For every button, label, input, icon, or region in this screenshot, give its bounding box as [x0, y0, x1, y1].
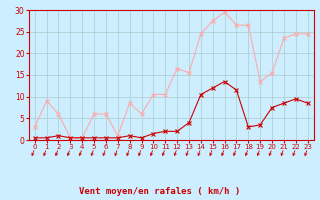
Text: Vent moyen/en rafales ( km/h ): Vent moyen/en rafales ( km/h ) [79, 187, 241, 196]
